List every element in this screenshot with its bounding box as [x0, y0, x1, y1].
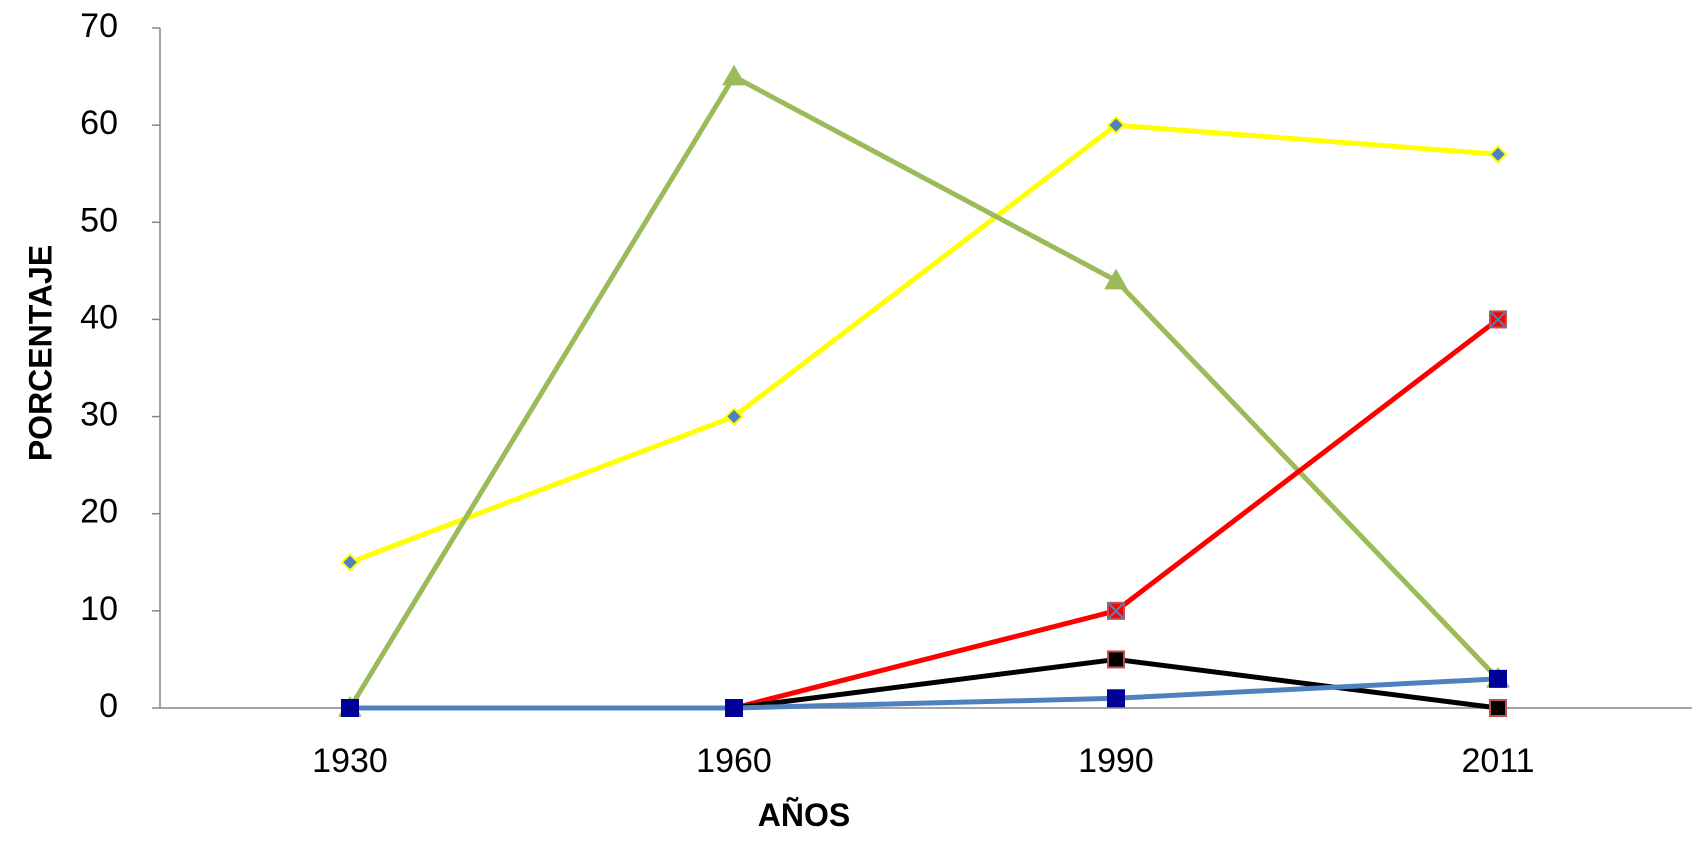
x-tick-label: 2011: [1461, 742, 1534, 780]
data-point-cross: [1489, 310, 1507, 329]
series-line: [349, 122, 1499, 565]
y-tick-label: 10: [80, 590, 118, 628]
data-point: [340, 552, 360, 572]
data-point: [724, 407, 744, 426]
data-point: [1489, 310, 1507, 329]
series-2: [338, 64, 1510, 717]
chart-axes: [159, 28, 1692, 709]
series-line: [350, 317, 1500, 711]
y-tick-label: 40: [80, 298, 118, 336]
y-tick-label: 20: [80, 493, 118, 531]
series-3: [341, 310, 1507, 717]
y-tick-label: 0: [99, 687, 118, 725]
data-point: [1489, 699, 1507, 717]
data-point: [722, 64, 746, 86]
y-axis-title: PORCENTAJE: [22, 245, 58, 461]
data-point: [725, 699, 743, 717]
x-tick-label: 1930: [312, 742, 388, 780]
data-point: [1106, 115, 1126, 135]
series-group: [338, 64, 1510, 717]
y-tick-label: 70: [80, 7, 118, 45]
y-tick-labels: 0 10 20 30 40 50 60 70: [80, 7, 160, 725]
y-tick-label: 50: [80, 201, 118, 239]
x-tick-label: 1990: [1078, 742, 1154, 780]
data-point: [1489, 669, 1507, 688]
data-point: [341, 699, 359, 717]
data-point: [1488, 144, 1508, 164]
data-point: [1104, 268, 1128, 290]
data-point: [1107, 601, 1125, 620]
series-line: [350, 676, 1499, 711]
y-tick-label: 30: [80, 396, 118, 434]
series-5: [341, 669, 1507, 717]
x-tick-label: 1960: [696, 742, 772, 780]
x-tick-labels: 1930 1960 1990 2011: [312, 742, 1534, 780]
series-line: [347, 74, 1500, 710]
data-point: [1107, 650, 1125, 669]
data-point: [1107, 689, 1125, 708]
series-1: [340, 115, 1508, 572]
y-tick-label: 60: [80, 104, 118, 142]
data-point-cross: [1107, 602, 1125, 620]
x-axis-title: AÑOS: [758, 797, 850, 833]
